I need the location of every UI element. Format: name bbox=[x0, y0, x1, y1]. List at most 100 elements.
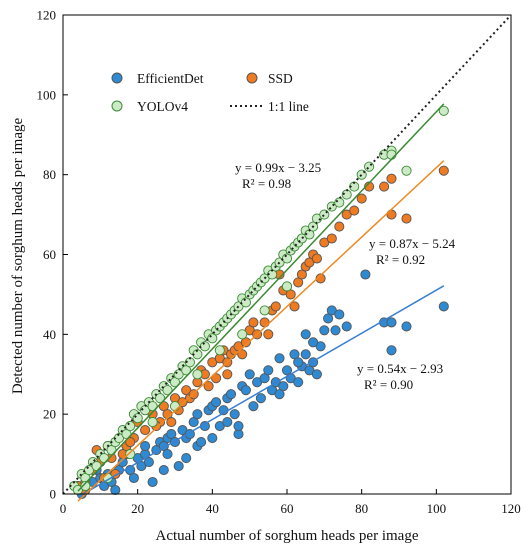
data-point-yolov4 bbox=[281, 281, 293, 292]
data-point-efficientdet bbox=[181, 453, 192, 464]
data-point-yolov4 bbox=[237, 329, 248, 340]
data-point-ssd bbox=[401, 213, 412, 224]
data-point-ssd bbox=[334, 221, 345, 232]
data-point-efficientdet bbox=[162, 449, 173, 460]
data-point-efficientdet bbox=[386, 345, 397, 356]
data-point-efficientdet bbox=[229, 409, 240, 420]
data-point-yolov4 bbox=[147, 417, 158, 428]
x-tick-label: 100 bbox=[427, 501, 447, 516]
data-point-ssd bbox=[237, 349, 248, 360]
data-point-efficientdet bbox=[300, 329, 311, 340]
equation-ssd: y = 0.87x − 5.24 R² = 0.92 bbox=[369, 236, 456, 267]
x-axis-title: Actual number of sorghum heads per image bbox=[156, 528, 419, 544]
data-point-efficientdet bbox=[319, 325, 330, 336]
legend-label-ssd: SSD bbox=[268, 71, 293, 86]
y-tick-label: 60 bbox=[43, 247, 56, 262]
data-point-yolov4 bbox=[80, 480, 91, 492]
data-point-yolov4 bbox=[132, 413, 143, 424]
y-axis-title: Detected number of sorghum heads per ima… bbox=[10, 118, 26, 395]
equation-yolov4: y = 0.99x − 3.25 R² = 0.98 bbox=[235, 160, 321, 191]
data-point-yolov4 bbox=[192, 369, 203, 380]
legend-marker-ssd bbox=[246, 72, 258, 84]
data-point-ssd bbox=[326, 233, 337, 244]
x-tick-label: 40 bbox=[206, 501, 219, 516]
data-point-yolov4 bbox=[99, 453, 110, 464]
data-point-yolov4 bbox=[386, 149, 397, 160]
data-point-efficientdet bbox=[308, 337, 319, 348]
data-point-efficientdet bbox=[158, 465, 169, 476]
data-point-efficientdet bbox=[248, 401, 259, 412]
data-point-yolov4 bbox=[364, 161, 375, 172]
data-point-yolov4 bbox=[319, 209, 330, 220]
data-point-efficientdet bbox=[222, 417, 233, 428]
legend-item-efficientdet: EfficientDet bbox=[111, 71, 204, 86]
equation-ssd-fit: y = 0.87x − 5.24 bbox=[369, 236, 456, 251]
data-point-yolov4 bbox=[125, 421, 136, 432]
identity-line bbox=[62, 14, 512, 495]
data-point-efficientdet bbox=[173, 461, 184, 472]
data-point-yolov4 bbox=[259, 305, 270, 316]
data-point-efficientdet bbox=[196, 437, 207, 448]
equation-efficientdet-fit: y = 0.54x − 2.93 bbox=[357, 361, 443, 376]
legend-item-yolov4: YOLOv4 bbox=[111, 99, 188, 114]
plot-area bbox=[62, 14, 512, 502]
data-point-yolov4 bbox=[162, 385, 173, 396]
data-point-efficientdet bbox=[192, 409, 203, 420]
data-point-efficientdet bbox=[140, 441, 151, 452]
data-point-efficientdet bbox=[438, 301, 449, 312]
equation-yolov4-fit: y = 0.99x − 3.25 bbox=[235, 160, 321, 175]
legend-marker-yolov4 bbox=[111, 100, 123, 112]
equation-yolov4-r2: R² = 0.98 bbox=[242, 176, 291, 191]
data-point-efficientdet bbox=[255, 393, 266, 404]
fit-line-yolov4 bbox=[77, 103, 445, 492]
data-point-efficientdet bbox=[233, 421, 244, 432]
data-point-efficientdet bbox=[225, 389, 237, 400]
data-point-efficientdet bbox=[311, 369, 322, 380]
legend-label-yolov4: YOLOv4 bbox=[137, 99, 188, 114]
data-point-efficientdet bbox=[293, 377, 304, 388]
data-point-efficientdet bbox=[274, 353, 285, 364]
x-tick-label: 20 bbox=[131, 501, 144, 516]
data-point-ssd bbox=[203, 381, 214, 392]
data-point-ssd bbox=[438, 165, 449, 176]
data-point-efficientdet bbox=[278, 381, 289, 392]
data-point-efficientdet bbox=[143, 457, 154, 468]
data-point-yolov4 bbox=[91, 461, 102, 472]
data-point-yolov4 bbox=[401, 165, 412, 176]
data-point-efficientdet bbox=[334, 309, 345, 320]
data-point-efficientdet bbox=[240, 385, 251, 396]
data-point-efficientdet bbox=[211, 397, 222, 408]
data-point-ssd bbox=[379, 181, 390, 192]
y-tick-label: 0 bbox=[50, 487, 57, 502]
data-point-ssd bbox=[140, 425, 151, 436]
data-point-efficientdet bbox=[293, 357, 304, 368]
x-tick-label: 60 bbox=[281, 501, 294, 516]
y-tick-label: 20 bbox=[43, 407, 56, 422]
data-point-efficientdet bbox=[274, 389, 285, 400]
data-point-ssd bbox=[222, 369, 233, 380]
data-point-yolov4 bbox=[125, 449, 136, 460]
fit-line-ssd bbox=[77, 160, 445, 502]
data-point-yolov4 bbox=[155, 393, 166, 404]
data-point-ssd bbox=[386, 173, 397, 184]
y-tick-label: 120 bbox=[37, 8, 57, 23]
data-point-yolov4 bbox=[169, 401, 181, 412]
x-tick-label: 80 bbox=[355, 501, 368, 516]
data-point-efficientdet bbox=[110, 484, 121, 496]
data-point-efficientdet bbox=[401, 321, 412, 332]
data-point-yolov4 bbox=[199, 341, 210, 352]
legend-item-identity-line: 1:1 line bbox=[230, 99, 309, 114]
data-point-ssd bbox=[248, 317, 259, 328]
data-point-ssd bbox=[315, 273, 326, 284]
legend-marker-efficientdet bbox=[111, 72, 123, 84]
data-point-ssd bbox=[356, 193, 367, 204]
equation-efficientdet: y = 0.54x − 2.93 R² = 0.90 bbox=[357, 361, 443, 392]
equation-ssd-r2: R² = 0.92 bbox=[376, 252, 425, 267]
y-tick-label: 100 bbox=[37, 87, 57, 102]
data-point-efficientdet bbox=[341, 321, 352, 332]
data-point-efficientdet bbox=[263, 365, 274, 376]
data-point-ssd bbox=[311, 253, 322, 264]
data-point-ssd bbox=[166, 417, 177, 428]
data-point-efficientdet bbox=[244, 369, 255, 380]
